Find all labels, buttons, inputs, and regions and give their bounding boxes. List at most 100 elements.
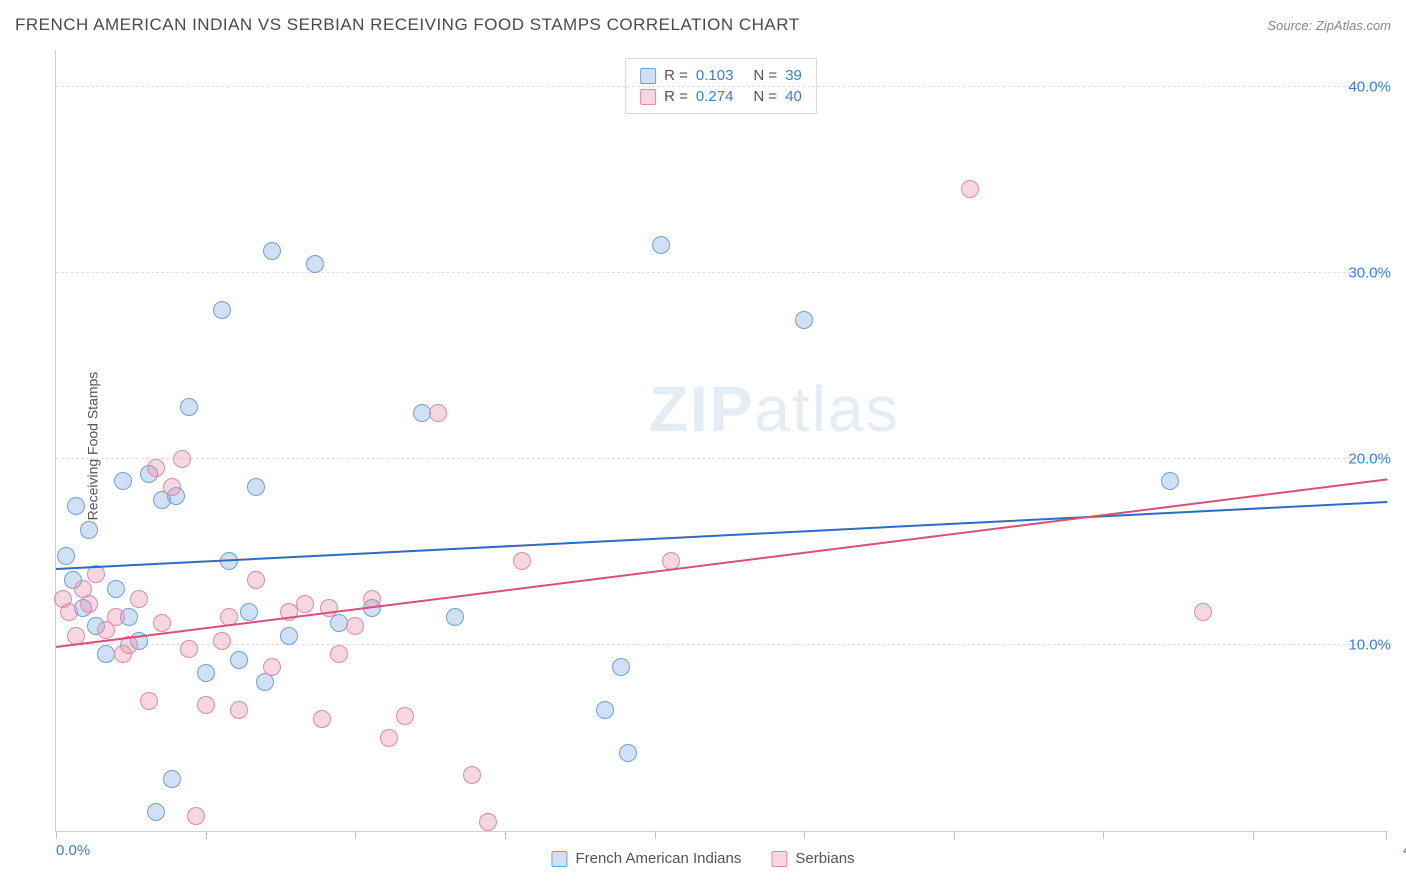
scatter-point: [313, 710, 331, 728]
scatter-point: [346, 617, 364, 635]
scatter-point: [153, 614, 171, 632]
x-axis-max-label: 40.0%: [1391, 842, 1406, 859]
scatter-point: [173, 450, 191, 468]
legend-swatch: [551, 851, 567, 867]
legend-bottom-item: Serbians: [771, 850, 854, 867]
x-axis-tick: [804, 831, 805, 839]
x-axis-tick: [355, 831, 356, 839]
scatter-point: [187, 807, 205, 825]
scatter-point: [147, 459, 165, 477]
scatter-point: [513, 552, 531, 570]
scatter-point: [296, 595, 314, 613]
y-axis-tick-label: 20.0%: [1336, 451, 1391, 468]
scatter-point: [463, 766, 481, 784]
scatter-point: [140, 692, 158, 710]
gridline-horizontal: [56, 458, 1386, 459]
plot-area: ZIPatlas R = 0.103N = 39R = 0.274N = 40 …: [55, 50, 1386, 832]
scatter-point: [230, 701, 248, 719]
gridline-horizontal: [56, 86, 1386, 87]
scatter-point: [280, 627, 298, 645]
scatter-point: [330, 614, 348, 632]
scatter-point: [197, 664, 215, 682]
scatter-point: [130, 590, 148, 608]
legend-row: R = 0.274 N = 40: [640, 86, 802, 107]
scatter-point: [247, 478, 265, 496]
scatter-point: [446, 608, 464, 626]
scatter-point: [652, 236, 670, 254]
gridline-horizontal: [56, 272, 1386, 273]
scatter-point: [107, 580, 125, 598]
scatter-point: [1161, 472, 1179, 490]
scatter-point: [396, 707, 414, 725]
scatter-point: [80, 595, 98, 613]
title-bar: FRENCH AMERICAN INDIAN VS SERBIAN RECEIV…: [15, 15, 1391, 35]
scatter-point: [213, 632, 231, 650]
y-axis-tick-label: 30.0%: [1336, 265, 1391, 282]
x-axis-tick: [655, 831, 656, 839]
scatter-point: [180, 398, 198, 416]
x-axis-tick: [1386, 831, 1387, 839]
watermark-bold: ZIP: [649, 373, 755, 445]
scatter-point: [57, 547, 75, 565]
scatter-point: [197, 696, 215, 714]
scatter-point: [263, 242, 281, 260]
legend-n-value: 40: [785, 88, 802, 105]
legend-bottom: French American Indians Serbians: [551, 850, 854, 867]
x-axis-tick: [505, 831, 506, 839]
y-axis-tick-label: 10.0%: [1336, 637, 1391, 654]
legend-r-label: R =: [664, 67, 688, 84]
source-attribution: Source: ZipAtlas.com: [1267, 18, 1391, 33]
x-axis-min-label: 0.0%: [56, 842, 90, 859]
scatter-point: [60, 603, 78, 621]
scatter-point: [380, 729, 398, 747]
legend-r-value: 0.103: [696, 67, 734, 84]
legend-n-label: N =: [753, 88, 777, 105]
gridline-horizontal: [56, 644, 1386, 645]
legend-row: R = 0.103N = 39: [640, 65, 802, 86]
watermark: ZIPatlas: [649, 372, 900, 446]
scatter-point: [240, 603, 258, 621]
legend-swatch: [640, 68, 656, 84]
scatter-point: [795, 311, 813, 329]
legend-swatch: [640, 89, 656, 105]
scatter-point: [247, 571, 265, 589]
scatter-point: [596, 701, 614, 719]
scatter-point: [413, 404, 431, 422]
legend-series-label: Serbians: [795, 850, 854, 867]
chart-title: FRENCH AMERICAN INDIAN VS SERBIAN RECEIV…: [15, 15, 800, 35]
scatter-point: [961, 180, 979, 198]
scatter-point: [306, 255, 324, 273]
scatter-point: [1194, 603, 1212, 621]
x-axis-tick: [56, 831, 57, 839]
scatter-point: [213, 301, 231, 319]
scatter-point: [107, 608, 125, 626]
legend-swatch: [771, 851, 787, 867]
x-axis-tick: [206, 831, 207, 839]
chart-container: FRENCH AMERICAN INDIAN VS SERBIAN RECEIV…: [0, 0, 1406, 892]
watermark-light: atlas: [754, 373, 899, 445]
legend-r-label: R =: [664, 88, 688, 105]
legend-r-value: 0.274: [696, 88, 734, 105]
x-axis-tick: [1103, 831, 1104, 839]
legend-n-value: 39: [785, 67, 802, 84]
scatter-point: [163, 478, 181, 496]
scatter-point: [67, 497, 85, 515]
scatter-point: [80, 521, 98, 539]
scatter-point: [147, 803, 165, 821]
scatter-point: [114, 472, 132, 490]
scatter-point: [429, 404, 447, 422]
legend-series-label: French American Indians: [575, 850, 741, 867]
scatter-point: [619, 744, 637, 762]
trend-line: [56, 478, 1387, 648]
trend-line: [56, 501, 1387, 570]
scatter-point: [163, 770, 181, 788]
scatter-point: [230, 651, 248, 669]
scatter-point: [97, 645, 115, 663]
scatter-point: [180, 640, 198, 658]
y-axis-tick-label: 40.0%: [1336, 79, 1391, 96]
scatter-point: [612, 658, 630, 676]
legend-bottom-item: French American Indians: [551, 850, 741, 867]
scatter-point: [263, 658, 281, 676]
scatter-point: [330, 645, 348, 663]
x-axis-tick: [1253, 831, 1254, 839]
